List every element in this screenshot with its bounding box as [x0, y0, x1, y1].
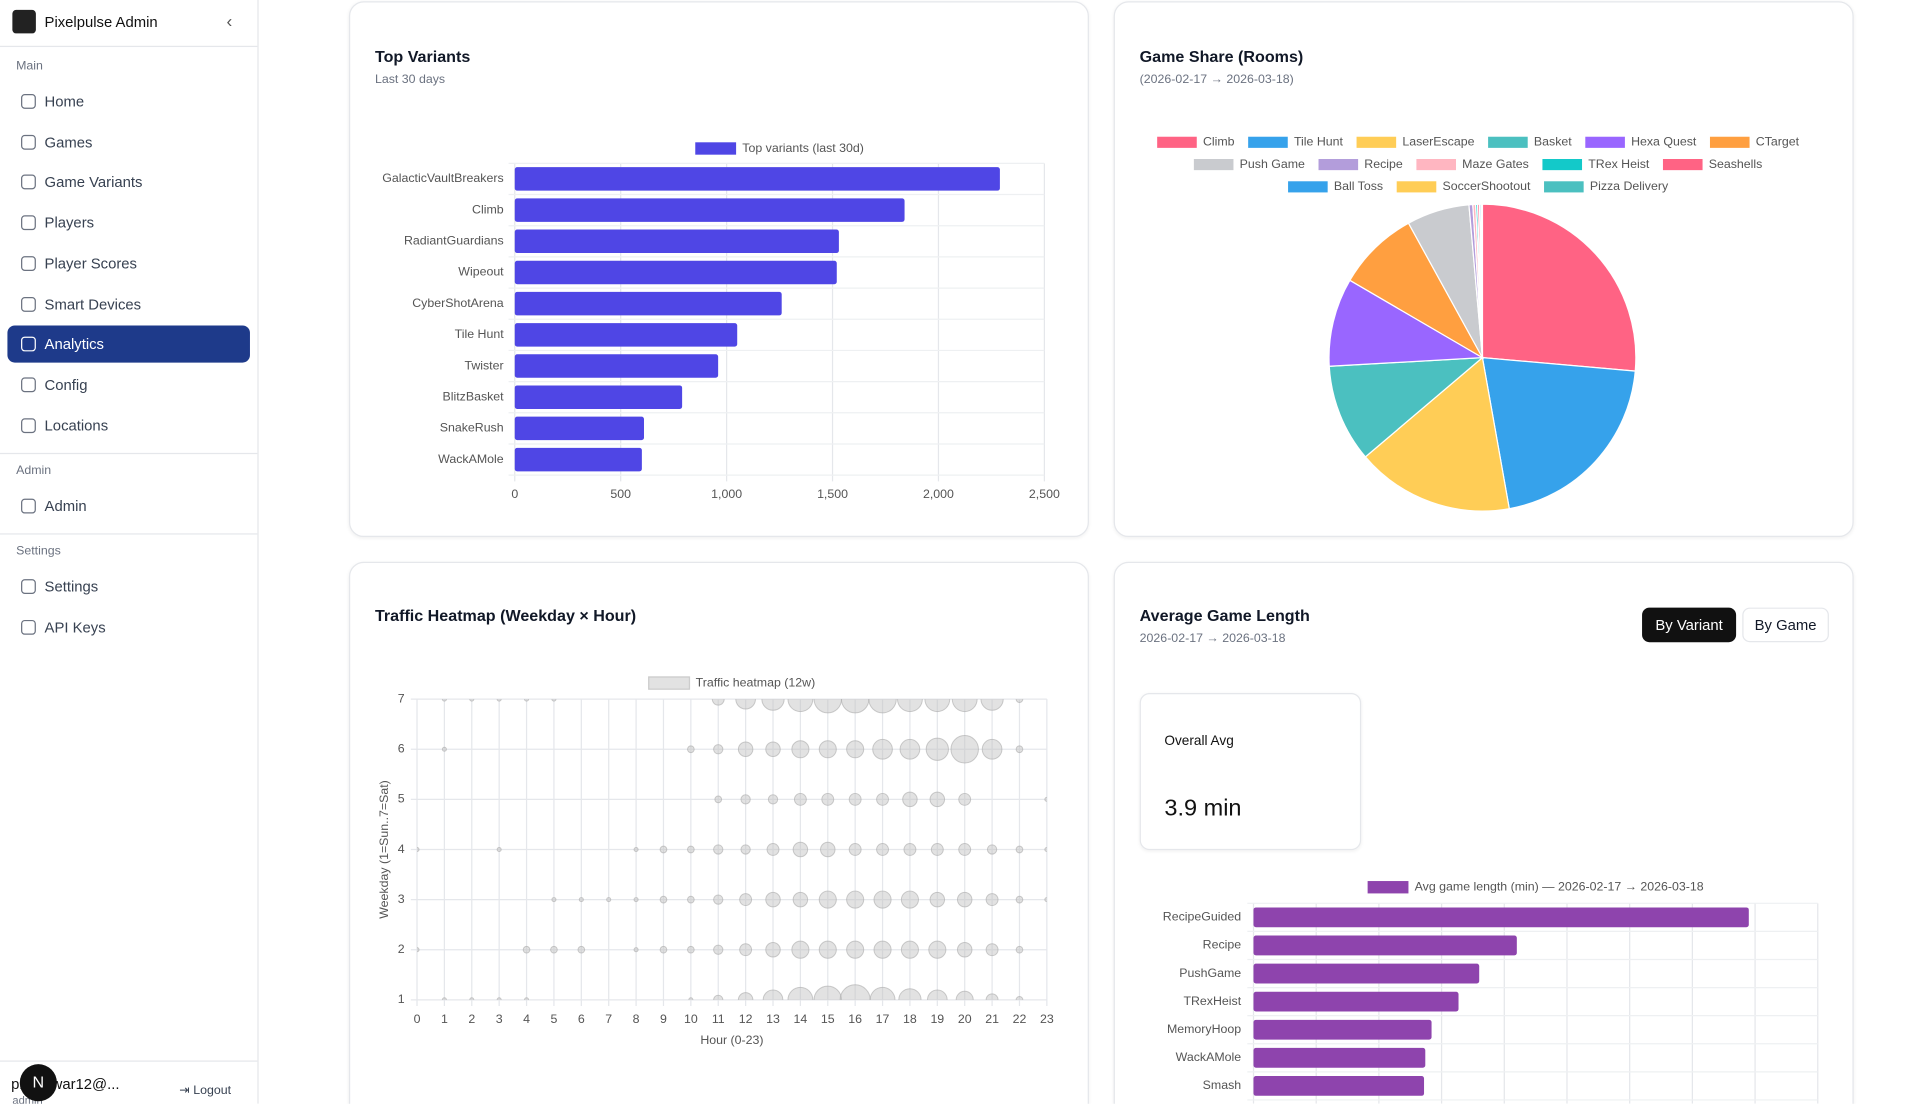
nav-icon: [21, 296, 36, 312]
summary-label: Overall Avg: [1164, 733, 1234, 749]
nav-item[interactable]: Admin: [7, 488, 250, 525]
nav-item[interactable]: Settings: [7, 568, 250, 605]
nav-icon: [21, 377, 36, 393]
card: Traffic Heatmap (Weekday × Hour): [348, 561, 1089, 1104]
nav-label: Home: [44, 92, 85, 111]
card: Game Share (Rooms) (2026-02-17 → 2026-03…: [1113, 1, 1854, 538]
nav-label: Analytics: [44, 335, 104, 353]
nav-label: Games: [44, 133, 93, 151]
card-subtitle: 2026-02-17 → 2026-03-18: [1139, 632, 1286, 646]
nav-icon: [21, 134, 36, 150]
nav-item[interactable]: API Keys: [7, 608, 250, 645]
nav-label: Smart Devices: [44, 295, 142, 313]
nav-icon: [21, 336, 36, 352]
divider: [0, 45, 258, 48]
logout-button[interactable]: ⇥ Logout: [179, 1083, 232, 1098]
user-role: admin: [12, 1093, 43, 1104]
divider: [0, 452, 258, 455]
card-title: Traffic Heatmap (Weekday × Hour): [374, 606, 637, 625]
divider: [0, 1060, 258, 1062]
card: Average Game Length 2026-02-17 → 2026-03…: [1113, 561, 1854, 1104]
brand: Pixelpulse Admin: [44, 13, 158, 31]
card-subtitle: (2026-02-17 → 2026-03-18): [1139, 73, 1294, 87]
section-title: Admin: [16, 464, 52, 478]
collapse-button[interactable]: ‹: [226, 11, 233, 31]
nav-label: Admin: [44, 497, 87, 515]
card-title: Average Game Length: [1139, 606, 1310, 625]
section-title: Settings: [16, 544, 61, 559]
nav-item[interactable]: Game Variants: [7, 164, 250, 201]
divider: [0, 533, 258, 535]
card-subtitle: Last 30 days: [374, 73, 446, 87]
nav-icon: [21, 417, 36, 433]
nav-item[interactable]: Config: [7, 366, 250, 403]
nav-label: Players: [44, 214, 95, 232]
summary-card: Overall Avg 3.9 min: [1139, 692, 1362, 851]
nav-icon: [21, 579, 36, 594]
nav-icon: [21, 215, 36, 231]
nav-icon: [21, 174, 36, 190]
logo: [12, 9, 36, 34]
nav-item[interactable]: Home: [7, 83, 250, 120]
nav-icon: [21, 94, 36, 109]
summary-value: 3.9 min: [1164, 795, 1242, 822]
toggle-button[interactable]: By Variant: [1642, 607, 1737, 643]
nav-item[interactable]: Games: [7, 123, 250, 160]
card-title: Game Share (Rooms): [1139, 47, 1304, 66]
nav-icon: [21, 619, 36, 635]
nav-item[interactable]: Smart Devices: [7, 285, 250, 322]
nav-item[interactable]: Analytics: [7, 325, 250, 363]
nav-item[interactable]: Player Scores: [7, 245, 250, 282]
nav-label: Locations: [44, 416, 109, 434]
section-title: Main: [16, 59, 43, 74]
avatar[interactable]: N: [19, 1064, 57, 1102]
nav-item[interactable]: Locations: [7, 407, 250, 444]
nav-label: Player Scores: [44, 254, 137, 272]
card-title: Top Variants: [374, 47, 471, 66]
logout-label: Logout: [193, 1083, 232, 1098]
nav-label: API Keys: [44, 618, 106, 636]
nav-item[interactable]: Players: [7, 204, 250, 241]
nav-icon: [21, 498, 36, 514]
nav-label: Settings: [44, 577, 99, 596]
nav-icon: [21, 255, 36, 271]
sidebar: Pixelpulse Admin ‹ phkunwar12@... admin …: [0, 0, 259, 1104]
nav-label: Config: [44, 376, 88, 394]
toggle-button[interactable]: By Game: [1742, 607, 1829, 643]
card: Top Variants Last 30 days: [348, 1, 1089, 538]
nav-label: Game Variants: [44, 173, 143, 192]
